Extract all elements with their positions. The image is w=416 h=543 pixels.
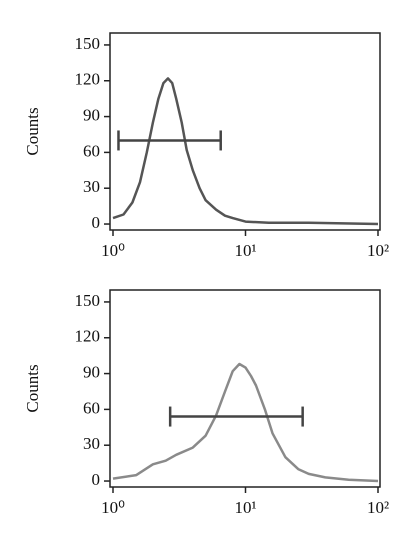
y-tick-label: 120 [75, 70, 101, 89]
x-tick-label: 10⁰ [101, 241, 125, 260]
y-tick-label: 150 [75, 291, 101, 310]
y-tick-label: 30 [83, 177, 100, 196]
x-tick-label: 10¹ [234, 498, 256, 517]
y-tick-label: 150 [75, 34, 101, 53]
y-tick-label: 0 [92, 213, 101, 232]
y-tick-label: 60 [83, 398, 100, 417]
y-tick-label: 90 [83, 362, 100, 381]
y-axis-label: Counts [23, 107, 42, 155]
histogram-line [112, 362, 379, 483]
y-tick-label: 30 [83, 434, 100, 453]
x-tick-label: 10¹ [234, 241, 256, 260]
y-tick-label: 120 [75, 327, 101, 346]
plot-frame [109, 289, 381, 488]
y-tick-label: 0 [92, 470, 101, 489]
y-tick-label: 90 [83, 105, 100, 124]
x-tick-label: 10² [367, 498, 389, 517]
y-tick-label: 60 [83, 141, 100, 160]
histogram-line [112, 77, 379, 226]
y-axis-label: Counts [23, 364, 42, 412]
x-tick-label: 10² [367, 241, 389, 260]
x-tick-label: 10⁰ [101, 498, 125, 517]
